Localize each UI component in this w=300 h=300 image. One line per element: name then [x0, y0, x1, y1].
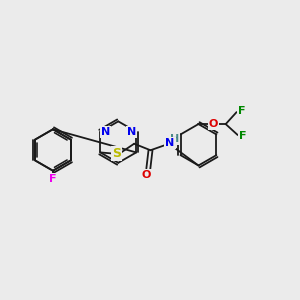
Text: N: N: [165, 138, 175, 148]
Text: F: F: [49, 174, 57, 184]
Text: F: F: [238, 106, 245, 116]
Text: O: O: [208, 119, 218, 129]
Text: N: N: [127, 127, 136, 137]
Text: N: N: [101, 127, 110, 137]
Text: H: H: [170, 134, 180, 144]
Text: S: S: [112, 147, 121, 160]
Text: F: F: [239, 131, 246, 141]
Text: O: O: [142, 170, 151, 180]
